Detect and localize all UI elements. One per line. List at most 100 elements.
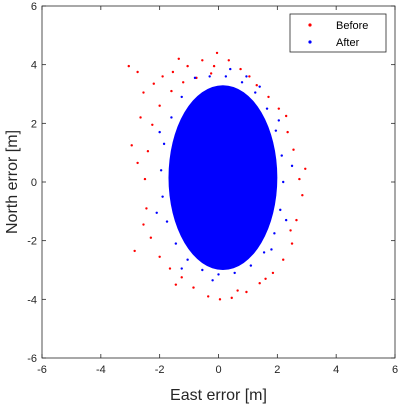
legend: Before After — [289, 13, 387, 53]
y-tick-label: 2 — [31, 118, 37, 130]
x-tick-label: 4 — [333, 364, 339, 376]
data-point — [171, 70, 175, 74]
data-point — [201, 268, 204, 272]
legend-marker-before — [308, 23, 312, 27]
data-point — [224, 75, 228, 78]
data-point — [180, 95, 183, 99]
data-point — [174, 283, 178, 286]
data-point — [229, 67, 232, 71]
data-point — [280, 154, 283, 157]
data-point — [249, 264, 253, 267]
data-point — [127, 64, 130, 68]
data-points — [127, 51, 307, 301]
data-point — [239, 67, 242, 71]
data-point — [255, 84, 258, 87]
data-point — [240, 81, 244, 84]
data-point — [211, 279, 214, 282]
data-point — [180, 267, 183, 270]
data-point — [304, 167, 307, 170]
data-point — [142, 223, 145, 226]
data-point — [295, 218, 298, 222]
data-point — [258, 282, 261, 285]
data-point — [277, 107, 281, 110]
x-axis-title: East error [m] — [170, 387, 267, 404]
data-point — [286, 130, 289, 134]
data-point — [265, 107, 269, 110]
x-tick-label: -4 — [96, 364, 106, 376]
data-point — [230, 296, 233, 300]
data-point — [267, 95, 270, 99]
data-point — [136, 70, 139, 74]
data-point — [277, 119, 281, 122]
data-point — [130, 144, 133, 147]
data-point — [233, 271, 236, 275]
data-point — [227, 59, 230, 62]
y-tick-labels: -6 -4 -2 0 2 4 6 — [27, 1, 37, 365]
data-point — [254, 91, 257, 94]
legend-marker-after — [308, 40, 312, 44]
data-point — [145, 207, 148, 210]
data-point — [177, 57, 180, 60]
data-point — [158, 255, 161, 258]
data-point — [155, 211, 158, 214]
data-point — [143, 177, 147, 181]
data-point — [273, 232, 276, 235]
data-point — [245, 290, 248, 294]
data-point — [186, 258, 189, 261]
x-tick-label: 0 — [215, 364, 221, 376]
data-point — [274, 129, 278, 132]
y-tick-label: 6 — [31, 1, 37, 13]
data-point — [146, 150, 150, 153]
data-point — [264, 277, 267, 280]
data-point — [158, 130, 161, 134]
data-point — [133, 249, 136, 253]
data-point — [159, 169, 163, 172]
data-point — [165, 220, 169, 223]
data-point — [271, 271, 275, 275]
data-point — [292, 148, 295, 151]
x-tick-label: 6 — [392, 364, 398, 376]
legend-label-before: Before — [336, 20, 368, 32]
tick-marks — [41, 5, 396, 359]
y-tick-label: -6 — [27, 353, 37, 365]
data-point — [270, 248, 273, 251]
data-point — [152, 82, 155, 85]
data-point — [282, 258, 285, 261]
y-axis-title: North error [m] — [4, 130, 21, 234]
data-point — [193, 76, 197, 80]
y-tick-label: -2 — [27, 236, 37, 248]
legend-label-after: After — [336, 37, 360, 49]
data-point — [218, 298, 222, 301]
data-point — [301, 194, 304, 197]
data-point — [236, 289, 239, 292]
series-after — [155, 67, 294, 282]
series-before — [127, 51, 307, 301]
data-point — [284, 218, 288, 222]
x-tick-label: 2 — [274, 364, 280, 376]
data-point — [170, 116, 173, 119]
data-point — [215, 51, 219, 55]
data-point — [212, 64, 216, 68]
data-point — [282, 180, 285, 184]
data-point — [186, 64, 189, 68]
axes: -6 -4 -2 0 2 4 6 -6 -4 -2 0 2 4 6 — [27, 1, 398, 376]
data-point — [208, 75, 211, 78]
data-point — [151, 123, 154, 127]
y-tick-label: -4 — [27, 294, 37, 306]
data-point — [192, 286, 195, 289]
data-point — [170, 89, 173, 93]
data-point — [262, 251, 266, 254]
legend-box — [289, 13, 387, 53]
x-tick-labels: -6 -4 -2 0 2 4 6 — [37, 364, 398, 376]
data-point — [162, 142, 166, 146]
x-tick-label: -2 — [155, 364, 165, 376]
data-point — [180, 276, 183, 279]
data-point — [279, 208, 282, 212]
y-tick-label: 4 — [31, 60, 37, 72]
data-point — [149, 236, 153, 239]
data-point — [161, 195, 164, 198]
data-point — [139, 116, 142, 119]
data-point — [168, 267, 172, 270]
